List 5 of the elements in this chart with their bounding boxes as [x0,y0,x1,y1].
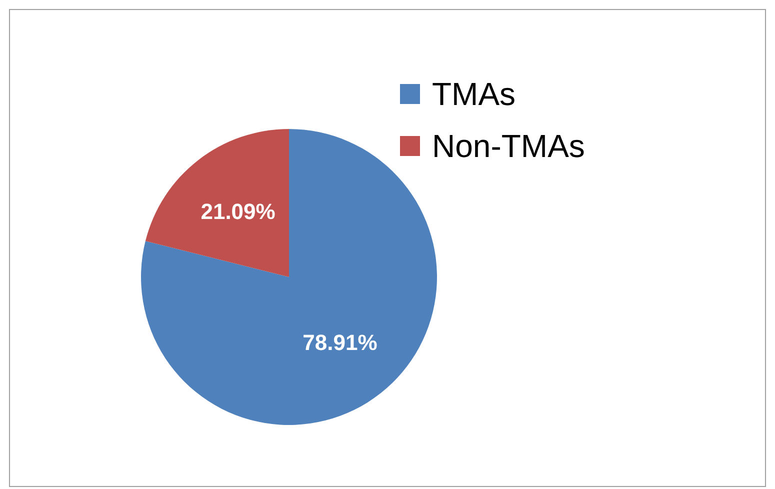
data-label: 21.09% [200,199,276,224]
legend-label: Non-TMAs [432,128,585,164]
pie-slice [145,129,289,277]
data-label: 78.91% [302,330,378,355]
legend-label: TMAs [432,76,516,112]
